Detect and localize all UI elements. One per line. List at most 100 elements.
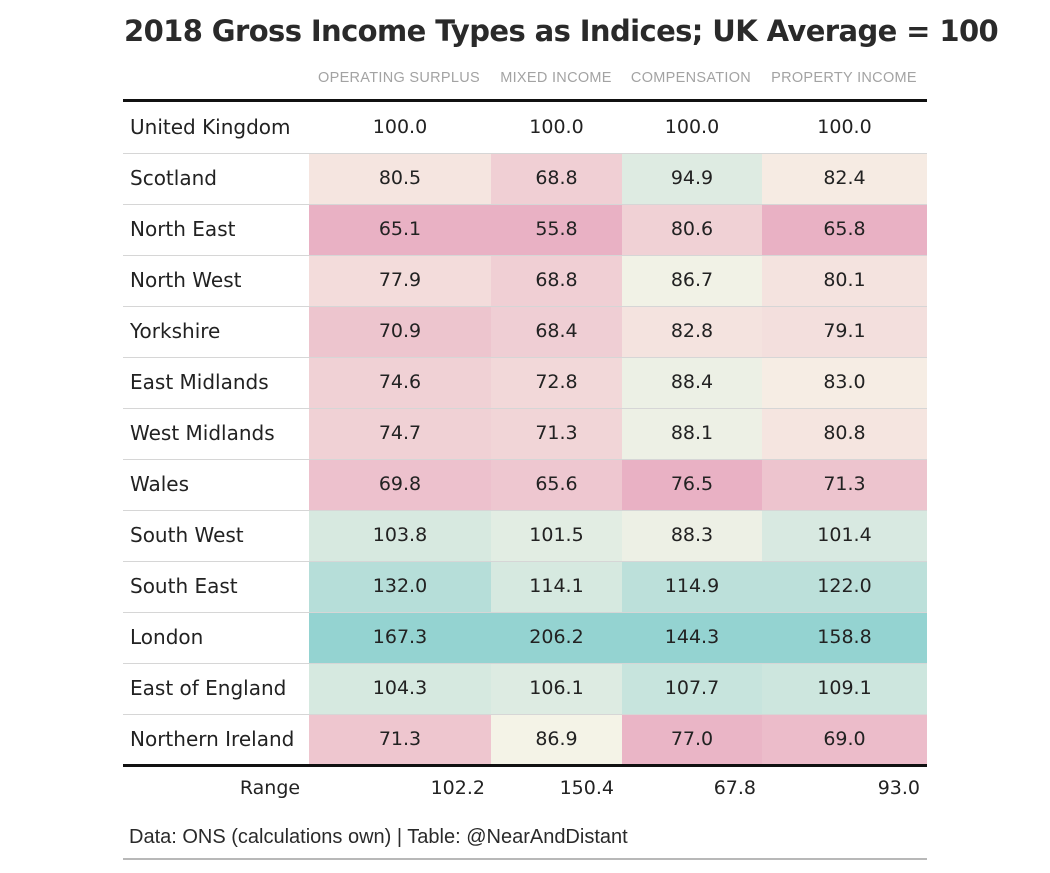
table-row: North West 77.9 68.8 86.7 80.1 (123, 255, 927, 306)
header-rule (123, 99, 927, 102)
table-row: United Kingdom 100.0 100.0 100.0 100.0 (123, 102, 927, 153)
range-value: 67.8 (713, 777, 756, 799)
table-row: Yorkshire 70.9 68.4 82.8 79.1 (123, 306, 927, 357)
table-cell: 88.3 (622, 510, 762, 561)
table-cell: 55.8 (491, 204, 622, 255)
region-label: North East (130, 217, 236, 241)
region-label: Yorkshire (130, 319, 221, 343)
table-cell: 74.7 (309, 408, 491, 459)
table-title: 2018 Gross Income Types as Indices; UK A… (124, 14, 999, 48)
table-cell: 80.8 (762, 408, 927, 459)
table-cell: 65.6 (491, 459, 622, 510)
table-row: Scotland 80.5 68.8 94.9 82.4 (123, 153, 927, 204)
row-divider (123, 153, 927, 154)
table-cell: 80.6 (622, 204, 762, 255)
table-cell: 106.1 (491, 663, 622, 714)
range-value: 93.0 (877, 777, 920, 799)
table-cell: 69.8 (309, 459, 491, 510)
table-cell: 167.3 (309, 612, 491, 663)
row-divider (123, 510, 927, 511)
table-row: South East 132.0 114.1 114.9 122.0 (123, 561, 927, 612)
table-cell: 158.8 (762, 612, 927, 663)
range-label: Range (239, 777, 301, 799)
row-divider (123, 255, 927, 256)
table-cell: 74.6 (309, 357, 491, 408)
table-cell: 107.7 (622, 663, 762, 714)
region-label: United Kingdom (130, 115, 291, 139)
row-divider (123, 357, 927, 358)
table-cell: 80.5 (309, 153, 491, 204)
column-header-compensation: COMPENSATION (630, 70, 752, 86)
region-label: South West (130, 523, 244, 547)
region-label: East Midlands (130, 370, 269, 394)
row-divider (123, 408, 927, 409)
table-cell: 100.0 (529, 116, 584, 138)
table-cell: 65.1 (309, 204, 491, 255)
table-cell: 71.3 (309, 714, 491, 765)
row-divider (123, 612, 927, 613)
range-value: 150.4 (559, 777, 614, 799)
table-row: East Midlands 74.6 72.8 88.4 83.0 (123, 357, 927, 408)
table-cell: 79.1 (762, 306, 927, 357)
region-label: West Midlands (130, 421, 275, 445)
table-row: South West 103.8 101.5 88.3 101.4 (123, 510, 927, 561)
bottom-rule (123, 858, 927, 860)
table-cell: 82.4 (762, 153, 927, 204)
table-cell: 77.0 (622, 714, 762, 765)
row-divider (123, 663, 927, 664)
row-divider (123, 306, 927, 307)
table-cell: 68.8 (491, 153, 622, 204)
table-cell: 104.3 (309, 663, 491, 714)
footer-rule (123, 764, 927, 767)
row-divider (123, 459, 927, 460)
table-cell: 114.9 (622, 561, 762, 612)
column-header-mixed-income: MIXED INCOME (500, 70, 612, 86)
table-cell: 100.0 (372, 116, 428, 138)
range-value: 102.2 (430, 777, 485, 799)
region-label: East of England (130, 676, 287, 700)
column-header-property-income: PROPERTY INCOME (771, 70, 917, 86)
table-cell: 100.0 (817, 116, 872, 138)
column-header-operating-surplus: OPERATING SURPLUS (318, 70, 480, 86)
table-cell: 71.3 (762, 459, 927, 510)
table-row: North East 65.1 55.8 80.6 65.8 (123, 204, 927, 255)
table-row: West Midlands 74.7 71.3 88.1 80.8 (123, 408, 927, 459)
table-row: London 167.3 206.2 144.3 158.8 (123, 612, 927, 663)
table-cell: 114.1 (491, 561, 622, 612)
table-cell: 82.8 (622, 306, 762, 357)
table-row: East of England 104.3 106.1 107.7 109.1 (123, 663, 927, 714)
table-cell: 103.8 (309, 510, 491, 561)
table-cell: 100.0 (664, 116, 720, 138)
table-cell: 80.1 (762, 255, 927, 306)
table-row: Wales 69.8 65.6 76.5 71.3 (123, 459, 927, 510)
table-cell: 88.1 (622, 408, 762, 459)
table-cell: 83.0 (762, 357, 927, 408)
table-cell: 122.0 (762, 561, 927, 612)
table-cell: 132.0 (309, 561, 491, 612)
region-label: London (130, 625, 204, 649)
region-label: Northern Ireland (130, 727, 295, 751)
region-label: North West (130, 268, 242, 292)
table-cell: 101.4 (762, 510, 927, 561)
table-cell: 72.8 (491, 357, 622, 408)
table-cell: 109.1 (762, 663, 927, 714)
table-cell: 68.4 (491, 306, 622, 357)
region-label: Scotland (130, 166, 217, 190)
table-cell: 69.0 (762, 714, 927, 765)
table-cell: 88.4 (622, 357, 762, 408)
table-cell: 144.3 (622, 612, 762, 663)
table-row: Northern Ireland 71.3 86.9 77.0 69.0 (123, 714, 927, 765)
table-cell: 68.8 (491, 255, 622, 306)
row-divider (123, 714, 927, 715)
row-divider (123, 204, 927, 205)
table-cell: 86.7 (622, 255, 762, 306)
table-cell: 71.3 (491, 408, 622, 459)
region-label: Wales (130, 472, 190, 496)
table-cell: 206.2 (491, 612, 622, 663)
table-cell: 101.5 (491, 510, 622, 561)
table-cell: 65.8 (762, 204, 927, 255)
row-divider (123, 561, 927, 562)
table-cell: 70.9 (309, 306, 491, 357)
table-cell: 94.9 (622, 153, 762, 204)
table-cell: 77.9 (309, 255, 491, 306)
